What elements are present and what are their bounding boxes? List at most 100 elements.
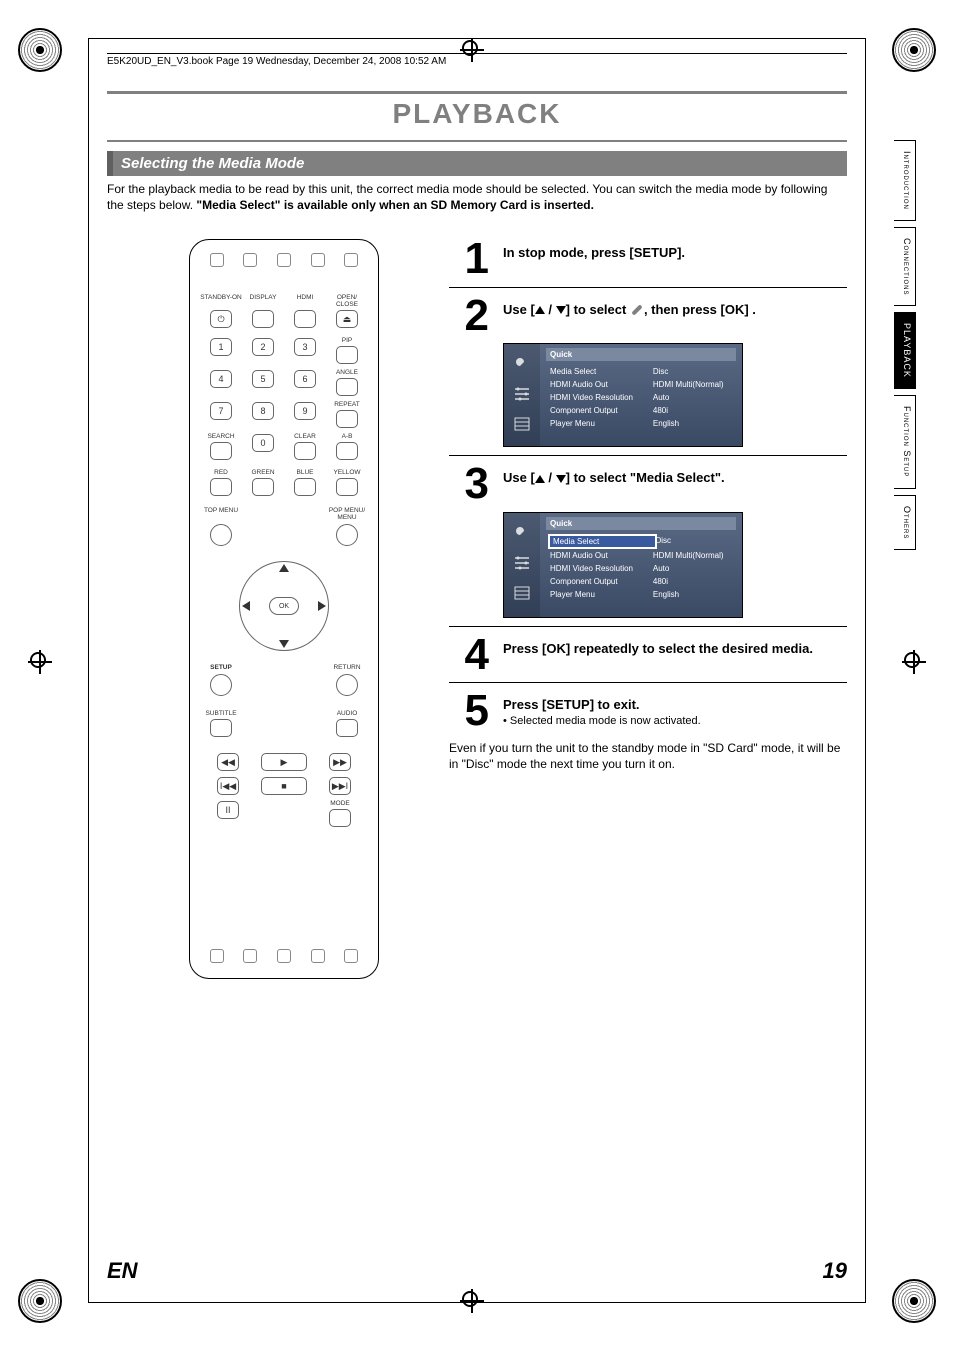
pause-button[interactable]: II	[217, 801, 239, 819]
divider	[449, 287, 847, 288]
step-text-part: , then press [OK] .	[644, 302, 756, 317]
side-tab[interactable]: Introduction	[894, 140, 916, 221]
prev-button[interactable]: I◀◀	[217, 777, 239, 795]
menu-row: Player MenuEnglish	[546, 588, 736, 601]
green-button[interactable]	[252, 478, 274, 496]
step-bullet-text: Selected media mode is now activated.	[510, 715, 701, 727]
led-icon	[277, 949, 291, 963]
angle-button[interactable]	[336, 378, 358, 396]
play-button[interactable]: ▶	[261, 753, 307, 771]
side-tab[interactable]: Function Setup	[894, 395, 916, 488]
wrench-icon	[630, 303, 644, 317]
menu-row: Media SelectDisc	[546, 365, 736, 378]
digit-button[interactable]: 3	[294, 338, 316, 356]
step-text-part: ] to select "Media Select".	[566, 470, 725, 485]
menu-row-key: Player Menu	[550, 419, 653, 428]
step-text-part: Use [	[503, 302, 535, 317]
red-button[interactable]	[210, 478, 232, 496]
green-label: GREEN	[251, 469, 274, 476]
digit-button[interactable]: 5	[252, 370, 274, 388]
display-button[interactable]	[252, 310, 274, 328]
display-label: DISPLAY	[250, 294, 277, 308]
wrench-icon	[512, 523, 532, 543]
step-1: 1 In stop mode, press [SETUP].	[449, 239, 847, 279]
arrow-down-icon	[556, 306, 566, 314]
yellow-button[interactable]	[336, 478, 358, 496]
sliders-icon	[512, 384, 532, 404]
clear-label: CLEAR	[294, 433, 316, 440]
page-frame: E5K20UD_EN_V3.book Page 19 Wednesday, De…	[88, 38, 866, 1303]
hdmi-label: HDMI	[297, 294, 314, 308]
menu-row-value: Disc	[655, 536, 732, 547]
fastfwd-button[interactable]: ▶▶	[329, 753, 351, 771]
side-tab[interactable]: Others	[894, 495, 916, 550]
search-button[interactable]	[210, 442, 232, 460]
digit-button[interactable]: 6	[294, 370, 316, 388]
digit-button[interactable]: 1	[210, 338, 232, 356]
divider	[449, 682, 847, 683]
menu-row: Component Output480i	[546, 404, 736, 417]
menu-row-value: Auto	[653, 393, 732, 402]
nav-pad[interactable]: OK	[234, 556, 334, 656]
digit-button[interactable]: 9	[294, 402, 316, 420]
step-number: 3	[449, 464, 489, 504]
next-button[interactable]: ▶▶I	[329, 777, 351, 795]
topmenu-button[interactable]	[210, 524, 232, 546]
led-icon	[311, 949, 325, 963]
arrow-down-icon	[556, 475, 566, 483]
menu-row-key: Media Select	[550, 367, 653, 376]
repeat-button[interactable]	[336, 410, 358, 428]
menu-rows-3: Media SelectDiscHDMI Audio OutHDMI Multi…	[546, 534, 736, 601]
arrow-up-icon	[535, 475, 545, 483]
step-text: Use [ / ] to select , then press [OK] .	[503, 296, 847, 336]
menu-row-key: Player Menu	[550, 590, 653, 599]
clear-button[interactable]	[294, 442, 316, 460]
hdmi-button[interactable]	[294, 310, 316, 328]
setup-label: SETUP	[210, 664, 232, 671]
side-tab[interactable]: PLAYBACK	[894, 312, 916, 389]
divider	[449, 626, 847, 627]
crop-mark-circle	[892, 1279, 936, 1323]
eject-button[interactable]: ⏏	[336, 310, 358, 328]
step-number: 2	[449, 296, 489, 336]
pip-button[interactable]	[336, 346, 358, 364]
menu-row-value: English	[653, 419, 732, 428]
popmenu-button[interactable]	[336, 524, 358, 546]
ab-button[interactable]	[336, 442, 358, 460]
side-tab[interactable]: Connections	[894, 227, 916, 307]
mode-label: MODE	[330, 800, 350, 807]
standby-button[interactable]: ⏻	[210, 310, 232, 328]
return-button[interactable]	[336, 674, 358, 696]
menu-screenshot: Quick Media SelectDiscHDMI Audio OutHDMI…	[503, 512, 743, 618]
menu-row-key: HDMI Video Resolution	[550, 564, 653, 573]
digit-button[interactable]: 7	[210, 402, 232, 420]
step-3: 3 Use [ / ] to select "Media Select".	[449, 464, 847, 504]
menu-row-key: Media Select	[550, 536, 655, 547]
list-icon	[512, 414, 532, 434]
menu-row: Component Output480i	[546, 575, 736, 588]
menu-screenshot: Quick Media SelectDiscHDMI Audio OutHDMI…	[503, 343, 743, 447]
subtitle-button[interactable]	[210, 719, 232, 737]
menu-row-key: HDMI Audio Out	[550, 551, 653, 560]
intro-paragraph: For the playback media to be read by thi…	[107, 181, 847, 213]
rewind-button[interactable]: ◀◀	[217, 753, 239, 771]
digit-button[interactable]: 2	[252, 338, 274, 356]
page-footer: EN 19	[107, 1258, 847, 1284]
menu-row: Player MenuEnglish	[546, 417, 736, 430]
search-label: SEARCH	[207, 433, 234, 440]
arrow-right-icon	[318, 601, 326, 611]
menu-row-value: HDMI Multi(Normal)	[653, 551, 732, 560]
digit-button[interactable]: 4	[210, 370, 232, 388]
digit-button[interactable]: 0	[252, 434, 274, 452]
step-2: 2 Use [ / ] to select , then press [OK] …	[449, 296, 847, 336]
section-heading: Selecting the Media Mode	[107, 151, 847, 176]
audio-button[interactable]	[336, 719, 358, 737]
crop-mark-circle	[18, 1279, 62, 1323]
mode-button[interactable]	[329, 809, 351, 827]
digit-button[interactable]: 8	[252, 402, 274, 420]
stop-button[interactable]: ■	[261, 777, 307, 795]
blue-button[interactable]	[294, 478, 316, 496]
setup-button[interactable]	[210, 674, 232, 696]
remote-illustration: STANDBY-ON⏻ DISPLAY HDMI OPEN/ CLOSE⏏ 1 …	[189, 239, 379, 979]
ok-button[interactable]: OK	[269, 597, 299, 615]
